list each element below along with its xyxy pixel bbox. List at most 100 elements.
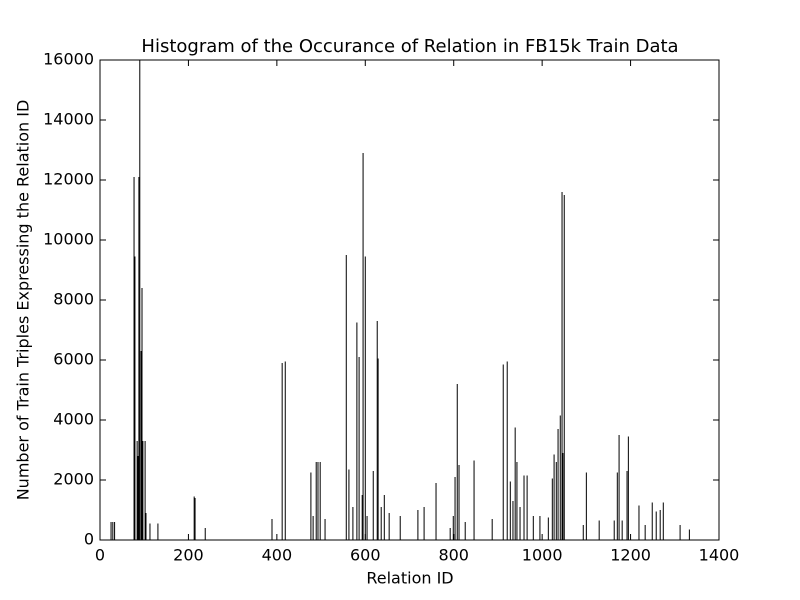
bar	[114, 522, 116, 540]
y-tick-label: 14000	[43, 110, 94, 129]
y-tick-label: 12000	[43, 170, 94, 189]
bar	[563, 195, 565, 540]
bar	[144, 441, 146, 540]
bar	[193, 496, 195, 540]
bar	[458, 465, 460, 540]
bar	[284, 361, 286, 540]
bar	[324, 519, 326, 540]
bar	[194, 498, 196, 540]
bar	[281, 363, 283, 540]
bar	[352, 507, 354, 540]
x-tick-label: 0	[95, 546, 105, 565]
bar	[345, 255, 347, 540]
bar	[644, 525, 646, 540]
bar	[137, 456, 139, 540]
bar	[561, 192, 563, 540]
bar	[134, 256, 136, 540]
bar	[523, 475, 525, 540]
bar	[562, 453, 564, 540]
bar	[417, 510, 419, 540]
bar	[376, 321, 378, 540]
x-tick-label: 1400	[699, 546, 740, 565]
bar	[679, 525, 681, 540]
bar	[112, 522, 114, 540]
bar	[423, 507, 425, 540]
x-tick-label: 400	[262, 546, 293, 565]
bar	[473, 460, 475, 540]
bar	[139, 60, 141, 540]
x-tick-label: 200	[173, 546, 204, 565]
y-axis-label: Number of Train Triples Expressing the R…	[14, 100, 33, 501]
bar	[491, 519, 493, 540]
x-tick-label: 600	[350, 546, 381, 565]
y-tick-label: 8000	[53, 290, 94, 309]
bar	[271, 519, 273, 540]
bar	[361, 495, 363, 540]
bar	[638, 505, 640, 540]
bar	[555, 462, 557, 540]
bar	[582, 525, 584, 540]
bar	[506, 361, 508, 540]
bar	[145, 513, 147, 540]
bar	[526, 475, 528, 540]
bar	[319, 462, 321, 540]
x-axis-label: Relation ID	[366, 569, 453, 588]
chart-title: Histogram of the Occurance of Relation i…	[141, 36, 678, 57]
y-tick-label: 0	[84, 530, 94, 549]
bar	[659, 510, 661, 540]
bar	[138, 177, 140, 540]
bar	[613, 520, 615, 540]
x-tick-label: 1200	[610, 546, 651, 565]
bar	[464, 522, 466, 540]
bar	[358, 357, 360, 540]
bar	[435, 483, 437, 540]
bar	[626, 471, 628, 540]
bar	[516, 462, 518, 540]
y-tick-label: 10000	[43, 230, 94, 249]
bar	[662, 502, 664, 540]
y-tick-label: 6000	[53, 350, 94, 369]
bar	[317, 462, 319, 540]
bar	[388, 513, 390, 540]
bar	[655, 511, 657, 540]
bar	[616, 472, 618, 540]
y-tick-label: 16000	[43, 50, 94, 69]
bar	[449, 528, 451, 540]
bar	[509, 481, 511, 540]
x-tick-label: 800	[438, 546, 469, 565]
bar	[383, 495, 385, 540]
bar	[454, 477, 456, 540]
bar	[136, 441, 138, 540]
bar	[110, 522, 112, 540]
bar	[585, 472, 587, 540]
bar	[532, 516, 534, 540]
bar	[380, 507, 382, 540]
bar	[141, 288, 143, 540]
bar	[348, 469, 350, 540]
bar	[399, 516, 401, 540]
bar	[553, 454, 555, 540]
bar	[377, 358, 379, 540]
bar	[502, 364, 504, 540]
bar	[557, 429, 559, 540]
bar	[140, 351, 142, 540]
bar	[157, 523, 159, 540]
bar	[142, 441, 144, 540]
bar	[559, 415, 561, 540]
bar	[551, 478, 553, 540]
bar	[133, 177, 135, 540]
bar	[372, 471, 374, 540]
bar	[621, 520, 623, 540]
bar	[362, 153, 364, 540]
bar	[452, 516, 454, 540]
bar	[312, 516, 314, 540]
bar	[519, 507, 521, 540]
bar	[547, 517, 549, 540]
y-tick-label: 2000	[53, 470, 94, 489]
bar	[456, 384, 458, 540]
bar	[512, 501, 514, 540]
bar	[315, 462, 317, 540]
bar	[149, 523, 151, 540]
